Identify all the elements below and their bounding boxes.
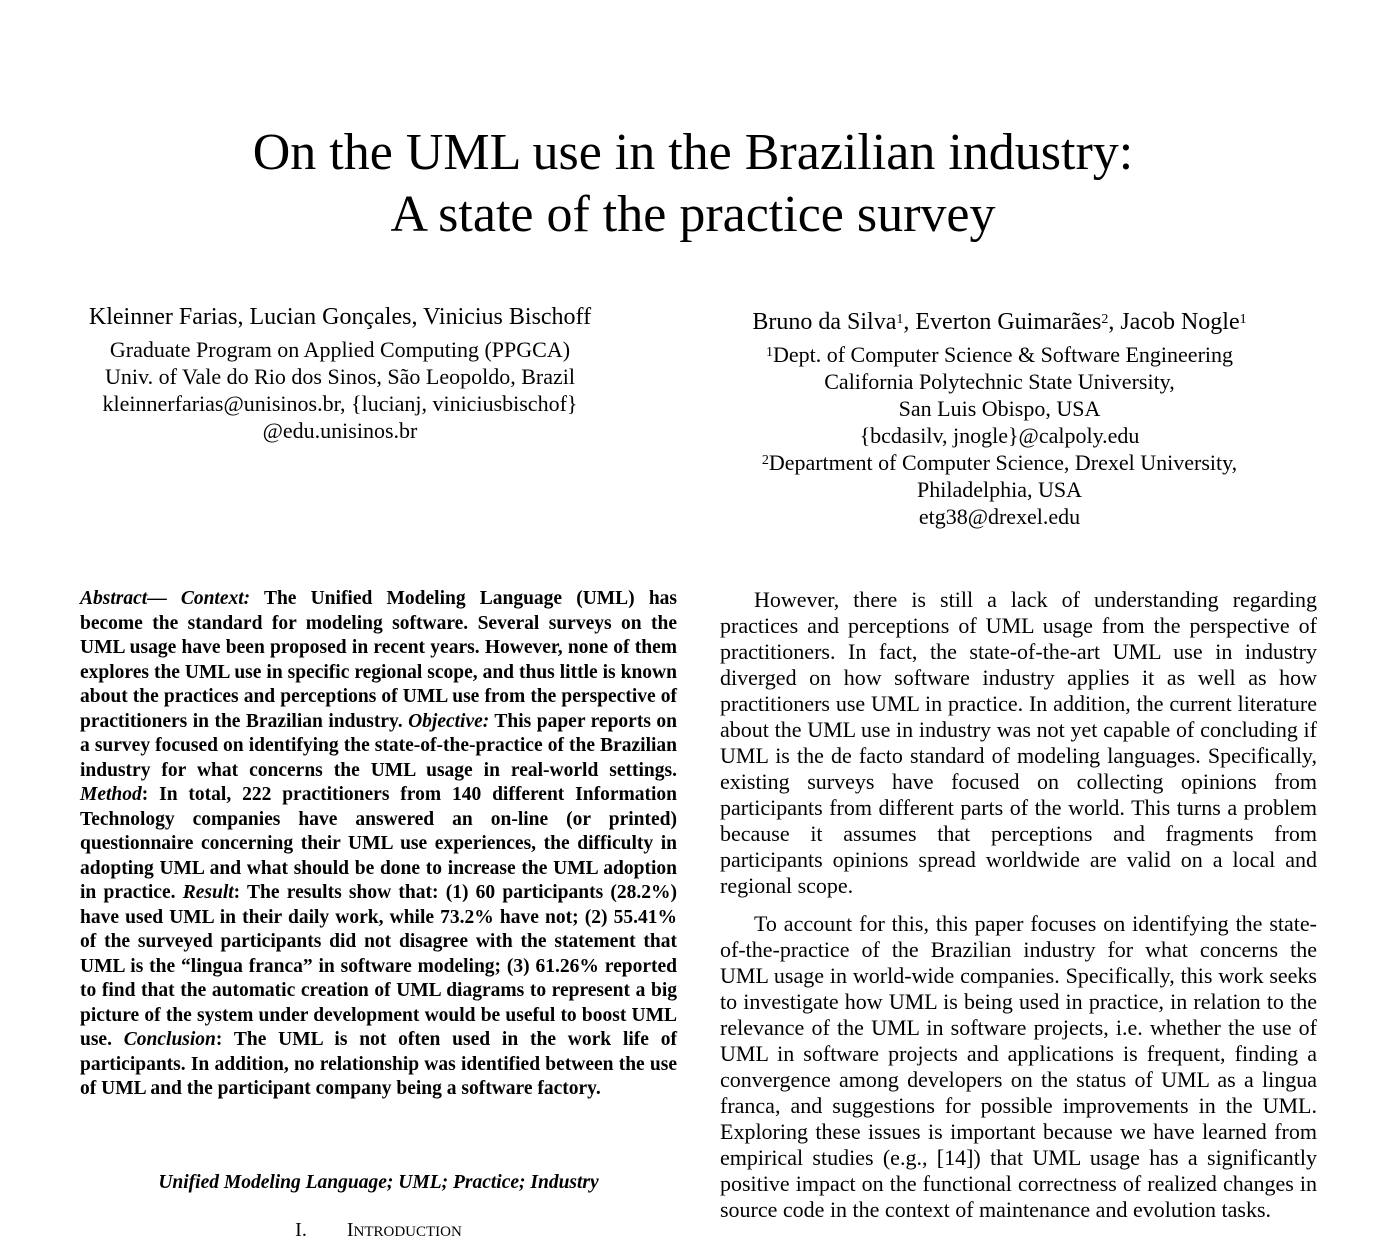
keywords: Unified Modeling Language; UML; Practice… xyxy=(158,1172,599,1193)
left-email-line: kleinnerfarias@unisinos.br, {lucianj, vi… xyxy=(102,391,578,416)
right-affiliation-2: 2Department of Computer Science, Drexel … xyxy=(708,449,1291,476)
right-affiliation-1: 1Dept. of Computer Science & Software En… xyxy=(708,341,1291,368)
section-number: I. xyxy=(295,1219,307,1241)
abstract-label: Abstract xyxy=(80,588,148,609)
objective-label: Objective: xyxy=(408,710,490,732)
affiliation-superscript: 2 xyxy=(761,453,769,468)
abstract: Abstract— Context: The Unified Modeling … xyxy=(80,587,677,1102)
right-column-body: However, there is still a lack of unders… xyxy=(720,587,1317,1235)
section-title-initial: I xyxy=(346,1219,354,1241)
paper-title: On the UML use in the Brazilian industry… xyxy=(0,122,1386,246)
author-name: , Everton Guimarães xyxy=(903,309,1102,335)
left-author-names: Kleinner Farias, Lucian Gonçales, Vinici… xyxy=(88,304,592,330)
right-author-names: Bruno da Silva1, Everton Guimarães2, Jac… xyxy=(708,307,1291,337)
title-line-1: On the UML use in the Brazilian industry… xyxy=(252,124,1134,181)
affiliation-line: Dept. of Computer Science & Software Eng… xyxy=(772,342,1234,367)
left-author-block: Kleinner Farias, Lucian Gonçales, Vinici… xyxy=(60,302,620,444)
section-heading: I. INTRODUCTION xyxy=(80,1219,677,1242)
affiliation-line: California Polytechnic State University, xyxy=(824,369,1175,394)
body-paragraph: However, there is still a lack of unders… xyxy=(720,587,1317,898)
method-text: : In total, 222 practitioners from 140 d… xyxy=(80,784,677,903)
author-superscript: 1 xyxy=(1239,312,1247,327)
conclusion-text: : The UML is not often used in the work … xyxy=(80,1029,677,1099)
email-line: etg38@drexel.edu xyxy=(918,504,1081,529)
result-text: : The results show that: (1) 60 particip… xyxy=(80,882,677,1050)
context-label: Context: xyxy=(180,588,251,609)
section-title-rest: NTRODUCTION xyxy=(353,1224,462,1240)
result-label: Result xyxy=(182,882,234,903)
method-label: Method xyxy=(80,784,142,805)
title-line-2: A state of the practice survey xyxy=(390,186,996,243)
objective-text: This paper reports on a survey focused o… xyxy=(80,710,677,781)
email-line: {bcdasilv, jnogle}@calpoly.edu xyxy=(859,423,1140,448)
abstract-dash: — xyxy=(147,588,181,609)
right-author-block: Bruno da Silva1, Everton Guimarães2, Jac… xyxy=(708,307,1291,530)
author-superscript: 2 xyxy=(1101,312,1109,327)
left-email-line: @edu.unisinos.br xyxy=(262,418,418,443)
affiliation-line: Department of Computer Science, Drexel U… xyxy=(768,450,1238,475)
context-text: The Unified Modeling Language (UML) has … xyxy=(80,588,678,732)
left-affiliation-line: Univ. of Vale do Rio dos Sinos, São Leop… xyxy=(105,364,575,389)
author-name: Bruno da Silva xyxy=(752,309,897,335)
affiliation-line: San Luis Obispo, USA xyxy=(898,396,1101,421)
body-paragraph: To account for this, this paper focuses … xyxy=(720,911,1317,1222)
author-name: , Jacob Nogle xyxy=(1108,309,1240,335)
conclusion-label: Conclusion xyxy=(123,1029,216,1050)
affiliation-superscript: 1 xyxy=(765,345,773,360)
affiliation-line: Philadelphia, USA xyxy=(917,477,1082,502)
left-affiliation-line: Graduate Program on Applied Computing (P… xyxy=(109,337,571,362)
author-superscript: 1 xyxy=(896,312,904,327)
